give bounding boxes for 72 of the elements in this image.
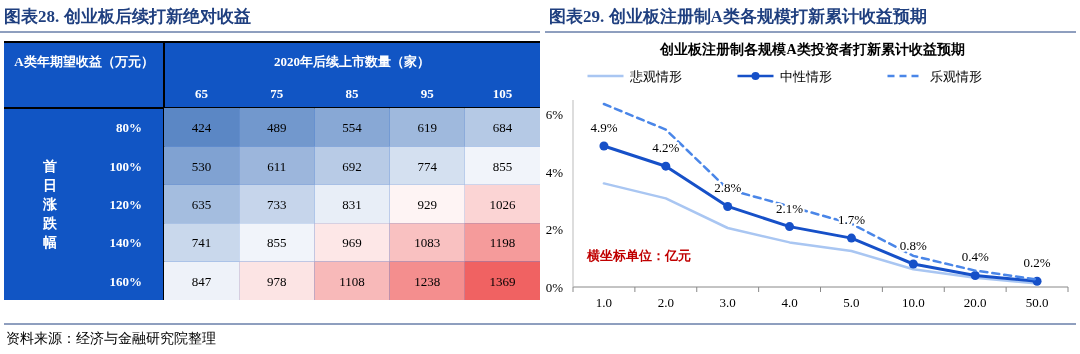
y-axis-title: 首日涨跌幅	[42, 159, 58, 250]
point	[599, 141, 609, 151]
data-label: 1198	[489, 235, 516, 251]
x-tick-label: 95	[420, 86, 435, 101]
data-label: 0.2%	[1023, 255, 1051, 271]
legend-label: 乐观情形	[929, 69, 982, 84]
data-label: 692	[342, 158, 362, 174]
x-tick-label: 75	[270, 86, 284, 101]
data-label: 1238	[414, 273, 441, 289]
data-label: 0.4%	[961, 249, 989, 265]
data-label: 424	[191, 120, 212, 136]
data-label: 855	[492, 158, 513, 174]
data-label: 684	[492, 120, 513, 136]
point	[661, 161, 671, 171]
data-label: 611	[267, 158, 287, 174]
data-label: 831	[342, 197, 362, 212]
x-tick-label: 5.0	[843, 295, 860, 310]
y-tick-label: 100%	[109, 158, 142, 174]
point	[785, 222, 795, 232]
data-label: 1369	[489, 273, 516, 289]
y-tick-label: 4%	[545, 164, 564, 180]
y-tick-label: 120%	[109, 197, 142, 212]
x-tick-label: 2.0	[657, 295, 674, 310]
data-label: 1083	[414, 235, 441, 251]
x-tick-label: 85	[345, 86, 359, 101]
data-label: 1108	[339, 273, 365, 289]
legend-label: 悲观情形	[628, 69, 682, 84]
y-tick-label: 80%	[116, 120, 142, 136]
data-label: 4.9%	[590, 120, 618, 136]
data-label: 929	[417, 197, 437, 212]
data-label: 1.7%	[837, 212, 866, 228]
point	[970, 270, 980, 280]
x-tick-label: 105	[492, 86, 513, 101]
data-label: 969	[342, 235, 362, 251]
point	[846, 233, 856, 243]
data-label: 4.2%	[652, 140, 680, 156]
point	[723, 201, 733, 211]
data-label: 847	[191, 273, 212, 289]
data-label: 2.1%	[776, 200, 804, 216]
annotation: 横坐标单位：亿元	[586, 248, 691, 263]
chart-title: 图表29. 创业板注册制A类各规模打新累计收益预期	[549, 7, 927, 26]
chart-subtitle: 创业板注册制各规模A类投资者打新累计收益预期	[659, 41, 965, 57]
y-tick-label: 2%	[545, 222, 564, 238]
data-label: 619	[417, 120, 437, 136]
x-tick-label: 50.0	[1025, 295, 1049, 310]
data-label: 774	[417, 158, 438, 174]
y-tick-label: 140%	[109, 235, 142, 251]
point	[908, 259, 918, 269]
x-tick-label: 4.0	[781, 295, 798, 310]
y-tick-label: 6%	[545, 107, 564, 123]
data-label: 554	[342, 120, 363, 136]
data-label: 1026	[489, 197, 516, 212]
text: A类年期望收益（万元）	[14, 54, 154, 69]
x-axis-title: 2020年后续上市数量（家）	[274, 54, 430, 69]
text: 资料来源：经济与金融研究院整理	[6, 331, 216, 346]
x-tick-label: 3.0	[719, 295, 736, 310]
chart-title: 图表28. 创业板后续打新绝对收益	[4, 7, 251, 26]
data-label: 0.8%	[899, 237, 928, 253]
data-label: 733	[267, 197, 287, 212]
legend-label: 中性情形	[779, 69, 832, 84]
data-label: 635	[191, 197, 212, 212]
data-label: 530	[191, 158, 212, 174]
y-tick-label: 0%	[545, 280, 564, 295]
data-label: 489	[267, 120, 287, 136]
data-label: 978	[267, 273, 287, 289]
x-tick-label: 20.0	[963, 295, 987, 310]
x-tick-label: 65	[195, 86, 209, 101]
data-label: 741	[191, 235, 212, 251]
data-label: 855	[267, 235, 287, 251]
y-tick-label: 160%	[109, 273, 142, 289]
x-tick-label: 1.0	[595, 295, 613, 310]
x-tick-label: 10.0	[901, 295, 925, 310]
